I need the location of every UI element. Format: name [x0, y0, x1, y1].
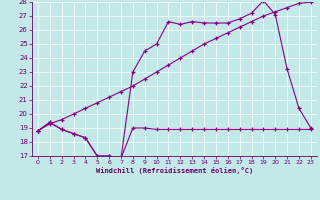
X-axis label: Windchill (Refroidissement éolien,°C): Windchill (Refroidissement éolien,°C): [96, 167, 253, 174]
